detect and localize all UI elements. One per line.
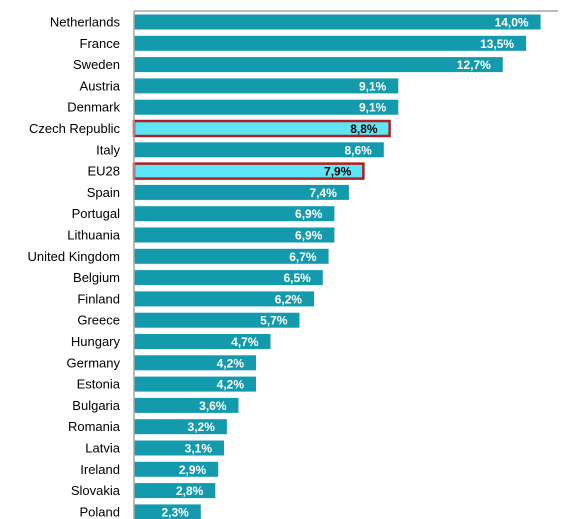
category-label: Romania xyxy=(68,419,121,434)
category-label: Portugal xyxy=(72,206,121,221)
category-label: Netherlands xyxy=(50,15,121,30)
bar-estonia xyxy=(134,376,256,392)
category-label: Ireland xyxy=(80,462,120,477)
bar-bulgaria xyxy=(134,397,239,413)
bar-romania xyxy=(134,419,227,435)
category-label: France xyxy=(80,36,120,51)
category-label: Latvia xyxy=(85,441,120,456)
bar-spain xyxy=(134,184,349,200)
value-label: 4,2% xyxy=(217,378,245,392)
value-label: 2,8% xyxy=(176,484,204,498)
value-label: 2,9% xyxy=(179,463,207,477)
value-label: 6,5% xyxy=(283,271,311,285)
category-label: Finland xyxy=(77,291,120,306)
value-label: 3,2% xyxy=(188,420,216,434)
value-label: 6,9% xyxy=(295,207,323,221)
bar-lithuania xyxy=(134,227,335,243)
bars-group xyxy=(132,14,541,519)
bar-poland xyxy=(134,504,201,519)
category-label: EU28 xyxy=(87,164,120,179)
category-label: Sweden xyxy=(73,57,120,72)
category-labels-group: Netherlands France Sweden Austria Denmark Cze… xyxy=(28,15,121,519)
category-label: Lithuania xyxy=(67,228,121,243)
value-label: 3,1% xyxy=(185,442,213,456)
bar-hungary xyxy=(134,334,271,349)
value-label: 6,9% xyxy=(295,229,323,243)
bar-finland xyxy=(134,291,315,307)
value-label: 5,7% xyxy=(260,314,288,328)
bar-netherlands xyxy=(134,14,541,30)
value-label: 6,7% xyxy=(289,250,317,264)
bar-austria xyxy=(134,78,399,94)
bar-latvia xyxy=(134,440,224,456)
value-label: 3,6% xyxy=(199,399,227,413)
category-label: Czech Republic xyxy=(29,121,121,136)
category-label: Bulgaria xyxy=(72,398,120,413)
bar-united-kingdom xyxy=(134,248,329,264)
value-label: 9,1% xyxy=(359,79,387,93)
category-label: Hungary xyxy=(71,334,121,349)
bar-italy xyxy=(134,142,384,158)
bar-slovakia xyxy=(134,483,216,499)
category-label: Estonia xyxy=(77,377,121,392)
value-label: 7,4% xyxy=(310,186,338,200)
value-label: 13,5% xyxy=(480,37,514,51)
category-label: Spain xyxy=(87,185,120,200)
category-label: Austria xyxy=(80,78,121,93)
bar-denmark xyxy=(134,99,399,115)
value-label: 4,7% xyxy=(231,335,259,349)
value-label: 8,6% xyxy=(344,143,372,157)
bar-belgium xyxy=(134,270,323,286)
value-label: 8,8% xyxy=(350,122,378,136)
category-label: Denmark xyxy=(67,100,120,115)
value-label: 12,7% xyxy=(457,58,491,72)
bar-portugal xyxy=(134,206,335,222)
category-label: Italy xyxy=(96,142,120,157)
value-label: 4,2% xyxy=(217,356,245,370)
value-label: 7,9% xyxy=(324,165,352,179)
category-label: Greece xyxy=(77,313,120,328)
category-label: Poland xyxy=(80,504,120,519)
value-labels-group: 14,0% 13,5% 12,7% 9,1% 9,1% 8,8% 8,6% 7,9% 7,4% 6… xyxy=(161,16,528,519)
bar-greece xyxy=(134,312,300,328)
bar-france xyxy=(134,35,527,51)
category-label: Slovakia xyxy=(71,483,121,498)
bar-germany xyxy=(134,355,256,371)
value-label: 14,0% xyxy=(495,16,529,30)
value-label: 2,3% xyxy=(161,505,189,519)
category-label: Germany xyxy=(67,355,121,370)
bar-ireland xyxy=(134,461,219,477)
bar-sweden xyxy=(134,57,503,73)
category-label: Belgium xyxy=(73,270,120,285)
value-label: 9,1% xyxy=(359,101,387,115)
category-label: United Kingdom xyxy=(28,249,121,264)
value-label: 6,2% xyxy=(275,292,303,306)
